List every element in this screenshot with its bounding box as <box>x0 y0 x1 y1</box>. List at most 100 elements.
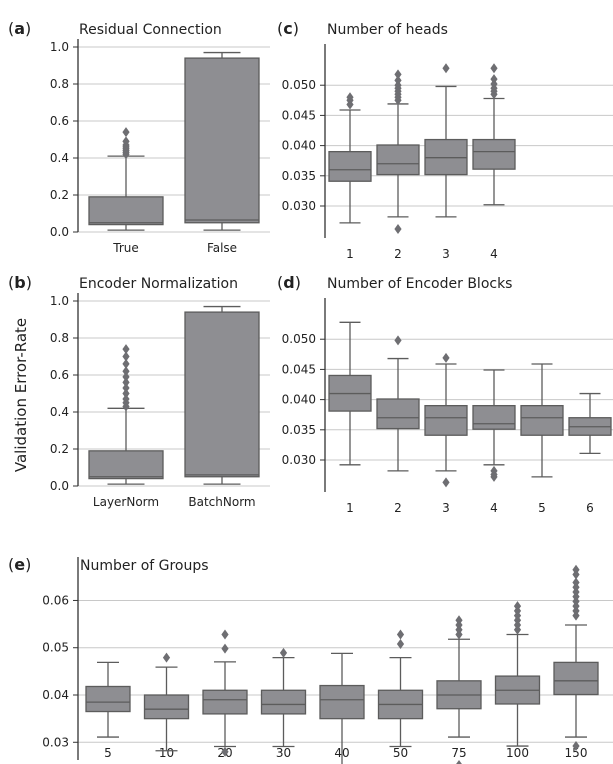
panel-letter: (e) <box>8 555 31 574</box>
panel-letter: (a) <box>8 19 31 38</box>
outlier-point <box>396 638 405 649</box>
x-tick-label: 4 <box>490 247 498 261</box>
y-tick-label: 0.045 <box>282 362 316 376</box>
x-tick-label: 50 <box>393 746 408 760</box>
y-tick-label: 0.050 <box>282 78 316 92</box>
box-group <box>472 369 516 482</box>
outlier-point <box>442 352 450 363</box>
y-tick-label: 0.045 <box>282 108 316 122</box>
box-iqr <box>260 689 307 715</box>
x-tick-label: 2 <box>394 247 402 261</box>
y-tick-label: 0.2 <box>50 188 69 202</box>
x-tick-label: 30 <box>276 746 291 760</box>
panel-letter: (c) <box>277 19 299 38</box>
box-group <box>202 629 248 757</box>
x-tick-label: 2 <box>394 501 402 515</box>
outlier-point <box>122 127 130 138</box>
y-tick-label: 0.035 <box>282 423 316 437</box>
outlier-point <box>572 741 580 752</box>
box-group <box>494 601 541 747</box>
box-group <box>260 647 307 748</box>
y-tick-label: 1.0 <box>50 294 69 308</box>
x-tick-label: 1 <box>346 501 354 515</box>
box-group <box>424 352 468 488</box>
outlier-point <box>122 394 130 405</box>
shared-y-axis-label: Validation Error-Rate <box>12 318 30 472</box>
box-group <box>184 305 260 485</box>
box-group <box>184 51 260 231</box>
y-tick-label: 0.040 <box>282 393 316 407</box>
box-group <box>85 661 131 738</box>
x-tick-label: 6 <box>586 501 594 515</box>
outlier-point <box>394 223 402 234</box>
x-tick-label: 150 <box>565 746 588 760</box>
x-tick-label: 100 <box>506 746 529 760</box>
box-group <box>88 344 164 485</box>
outlier-point <box>455 615 463 626</box>
x-tick-label: 5 <box>538 501 546 515</box>
outlier-point <box>394 69 402 80</box>
outlier-point <box>394 75 402 86</box>
outlier-point <box>572 564 580 575</box>
y-tick-label: 0.0 <box>50 225 69 239</box>
outlier-point <box>346 92 354 103</box>
panel-letter: (b) <box>8 273 32 292</box>
y-tick-label: 0.030 <box>282 453 316 467</box>
outlier-point <box>162 652 171 663</box>
y-tick-label: 0.4 <box>50 405 69 419</box>
outlier-point <box>442 63 450 74</box>
panel-d: (d) Number of Encoder Blocks 0.030 0.035 0.0… <box>277 273 613 515</box>
y-tick-label: 0.2 <box>50 442 69 456</box>
box-iqr <box>376 398 420 430</box>
y-tick-label: 0.8 <box>50 331 69 345</box>
box-group <box>376 335 420 472</box>
y-tick-label: 0.0 <box>50 479 69 493</box>
outlier-point <box>122 377 130 388</box>
outlier-point <box>221 746 229 757</box>
panel-title: Number of heads <box>327 22 448 38</box>
y-tick-label: 0.6 <box>50 368 69 382</box>
outlier-point <box>490 471 498 482</box>
y-tick-label: 0.8 <box>50 77 69 91</box>
box-group <box>88 127 164 231</box>
panels: (a) Residual Connection 0.0 0.2 0.4 0.6 0.8 1.0… <box>8 19 613 764</box>
outlier-point <box>122 344 130 355</box>
x-tick-label: 5 <box>104 746 112 760</box>
outlier-point <box>490 63 498 74</box>
y-tick-label: 1.0 <box>50 40 69 54</box>
x-tick-label: 10 <box>159 746 174 760</box>
y-tick-label: 0.05 <box>42 641 69 655</box>
outlier-point <box>221 643 229 654</box>
outlier-point <box>394 335 402 346</box>
y-tick-label: 0.035 <box>282 169 316 183</box>
box-group <box>520 363 564 478</box>
y-tick-label: 0.6 <box>50 114 69 128</box>
x-tick-label: 75 <box>451 746 466 760</box>
x-tick-label: True <box>112 241 139 255</box>
box-iqr <box>85 685 131 713</box>
y-tick-label: 0.04 <box>42 688 69 702</box>
box-group <box>328 321 372 466</box>
box-group <box>328 92 372 224</box>
x-tick-label: BatchNorm <box>188 495 255 509</box>
outlier-point <box>122 351 130 362</box>
outlier-point <box>279 647 288 658</box>
panel-a: (a) Residual Connection 0.0 0.2 0.4 0.6 0.8 1.0… <box>8 19 270 255</box>
box-iqr <box>184 311 260 478</box>
box-group <box>319 652 365 764</box>
outlier-point <box>513 601 522 612</box>
panel-title: Encoder Normalization <box>79 276 238 292</box>
outlier-point <box>442 477 450 488</box>
box-iqr <box>88 450 164 480</box>
box-group <box>376 69 420 234</box>
y-tick-label: 0.050 <box>282 332 316 346</box>
panel-letter: (d) <box>277 273 301 292</box>
outlier-point <box>122 382 130 393</box>
box-group <box>424 63 468 218</box>
x-tick-label: 1 <box>346 247 354 261</box>
y-tick-label: 0.4 <box>50 151 69 165</box>
outlier-point <box>122 366 130 377</box>
y-tick-label: 0.06 <box>42 593 69 607</box>
outlier-point <box>122 136 130 147</box>
